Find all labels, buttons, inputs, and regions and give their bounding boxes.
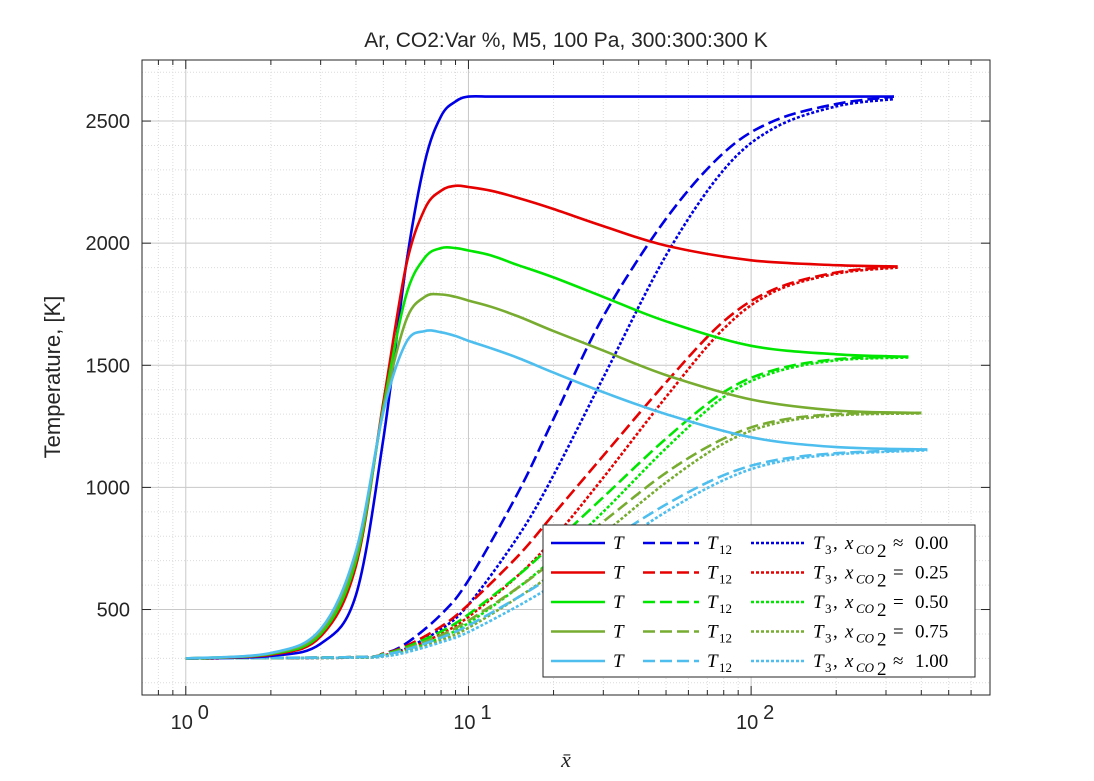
legend-label-t12-sub: 12 [719, 660, 732, 675]
y-tick-label: 1000 [86, 477, 131, 499]
legend-label-x-sub: CO [856, 631, 875, 646]
y-tick-label: 1500 [86, 355, 131, 377]
legend-relation: ≈ [893, 651, 903, 672]
legend-label-t12: T [707, 533, 719, 554]
legend-label-t3-sub: 3 [825, 542, 832, 557]
legend-label-t3: T [813, 563, 825, 584]
legend-label-t3-sub: 3 [825, 631, 832, 646]
series-line-t-group-1 [185, 184, 898, 660]
y-tick-label: 2500 [86, 111, 131, 133]
legend-label-x: x [844, 563, 854, 584]
legend-label-t: T [613, 622, 625, 643]
legend-label-x-sub: CO [856, 601, 875, 616]
legend-value: 0.00 [915, 533, 948, 554]
legend-label-t12: T [707, 622, 719, 643]
legend-label-x-sub: CO [856, 572, 875, 587]
legend-label-t3: T [813, 592, 825, 613]
legend-label-t3: T [813, 622, 825, 643]
legend-label-t: T [613, 592, 625, 613]
legend-label-x-subsub: 2 [877, 571, 887, 592]
x-tick-label: 10 [453, 712, 475, 734]
legend-label-x-subsub: 2 [877, 600, 887, 621]
grid [141, 60, 990, 695]
legend-label-t12-sub: 12 [719, 601, 732, 616]
legend: T T 12 T 3, x CO 2 ≈0.00T T 12 T 3, x CO 2 = 0.25T T 12 T 3, x… [542, 524, 976, 680]
x-tick-labels: 10 0 10 1 10 2 [171, 702, 775, 734]
tick-marks [141, 60, 990, 695]
legend-value: 0.50 [915, 592, 948, 613]
chart-title: Ar, CO2:Var %, M5, 100 Pa, 300:300:300 K [364, 29, 768, 52]
legend-label-x-subsub: 2 [877, 659, 887, 680]
legend-label-t3-sub: 3 [825, 660, 832, 675]
x-tick-label: 10 [171, 712, 193, 734]
legend-label-t3-sub: 3 [825, 601, 832, 616]
legend-value: 0.25 [915, 563, 948, 584]
series-line-t-group-4 [185, 329, 928, 660]
legend-relation: = [893, 592, 904, 613]
legend-relation: ≈ [893, 533, 903, 554]
x-axis-label: x̄ [560, 747, 571, 772]
legend-comma: , [833, 651, 838, 672]
y-axis-label: Temperature, [K] [40, 296, 65, 459]
legend-label-t12: T [707, 592, 719, 613]
legend-value: 1.00 [915, 651, 948, 672]
legend-label-x-subsub: 2 [877, 541, 887, 562]
legend-label-t: T [613, 563, 625, 584]
y-tick-label: 500 [97, 600, 130, 622]
y-tick-label: 2000 [86, 233, 131, 255]
legend-label-t: T [613, 533, 625, 554]
x-tick-exponent: 0 [198, 702, 209, 724]
legend-label-x-sub: CO [856, 660, 875, 675]
series-line-t-group-3 [185, 292, 922, 660]
series-line-t12-group-4 [185, 448, 928, 660]
legend-label-x-subsub: 2 [877, 630, 887, 651]
legend-label-t12-sub: 12 [719, 572, 732, 587]
legend-comma: , [833, 533, 838, 554]
x-tick-exponent: 1 [480, 702, 491, 724]
legend-label-t3: T [813, 651, 825, 672]
legend-comma: , [833, 622, 838, 643]
plot-frame [141, 59, 991, 696]
series-layer [185, 94, 928, 660]
legend-label-x: x [844, 533, 854, 554]
x-tick-label: 10 [736, 712, 758, 734]
y-tick-labels: 500 1000 1500 2000 2500 [86, 111, 131, 621]
legend-relation: = [893, 622, 904, 643]
legend-label-x: x [844, 622, 854, 643]
legend-value: 0.75 [915, 622, 948, 643]
series-line-t-group-0 [185, 94, 894, 660]
legend-label-t3: T [813, 533, 825, 554]
series-line-t-group-2 [185, 245, 909, 660]
legend-label-t12-sub: 12 [719, 631, 732, 646]
legend-label-t3-sub: 3 [825, 572, 832, 587]
legend-label-t12: T [707, 563, 719, 584]
legend-comma: , [833, 563, 838, 584]
legend-comma: , [833, 592, 838, 613]
legend-label-t12: T [707, 651, 719, 672]
legend-label-x: x [844, 592, 854, 613]
legend-label-t: T [613, 651, 625, 672]
x-tick-exponent: 2 [763, 702, 774, 724]
legend-label-t12-sub: 12 [719, 542, 732, 557]
legend-label-x-sub: CO [856, 542, 875, 557]
legend-relation: = [893, 563, 904, 584]
legend-label-x: x [844, 651, 854, 672]
